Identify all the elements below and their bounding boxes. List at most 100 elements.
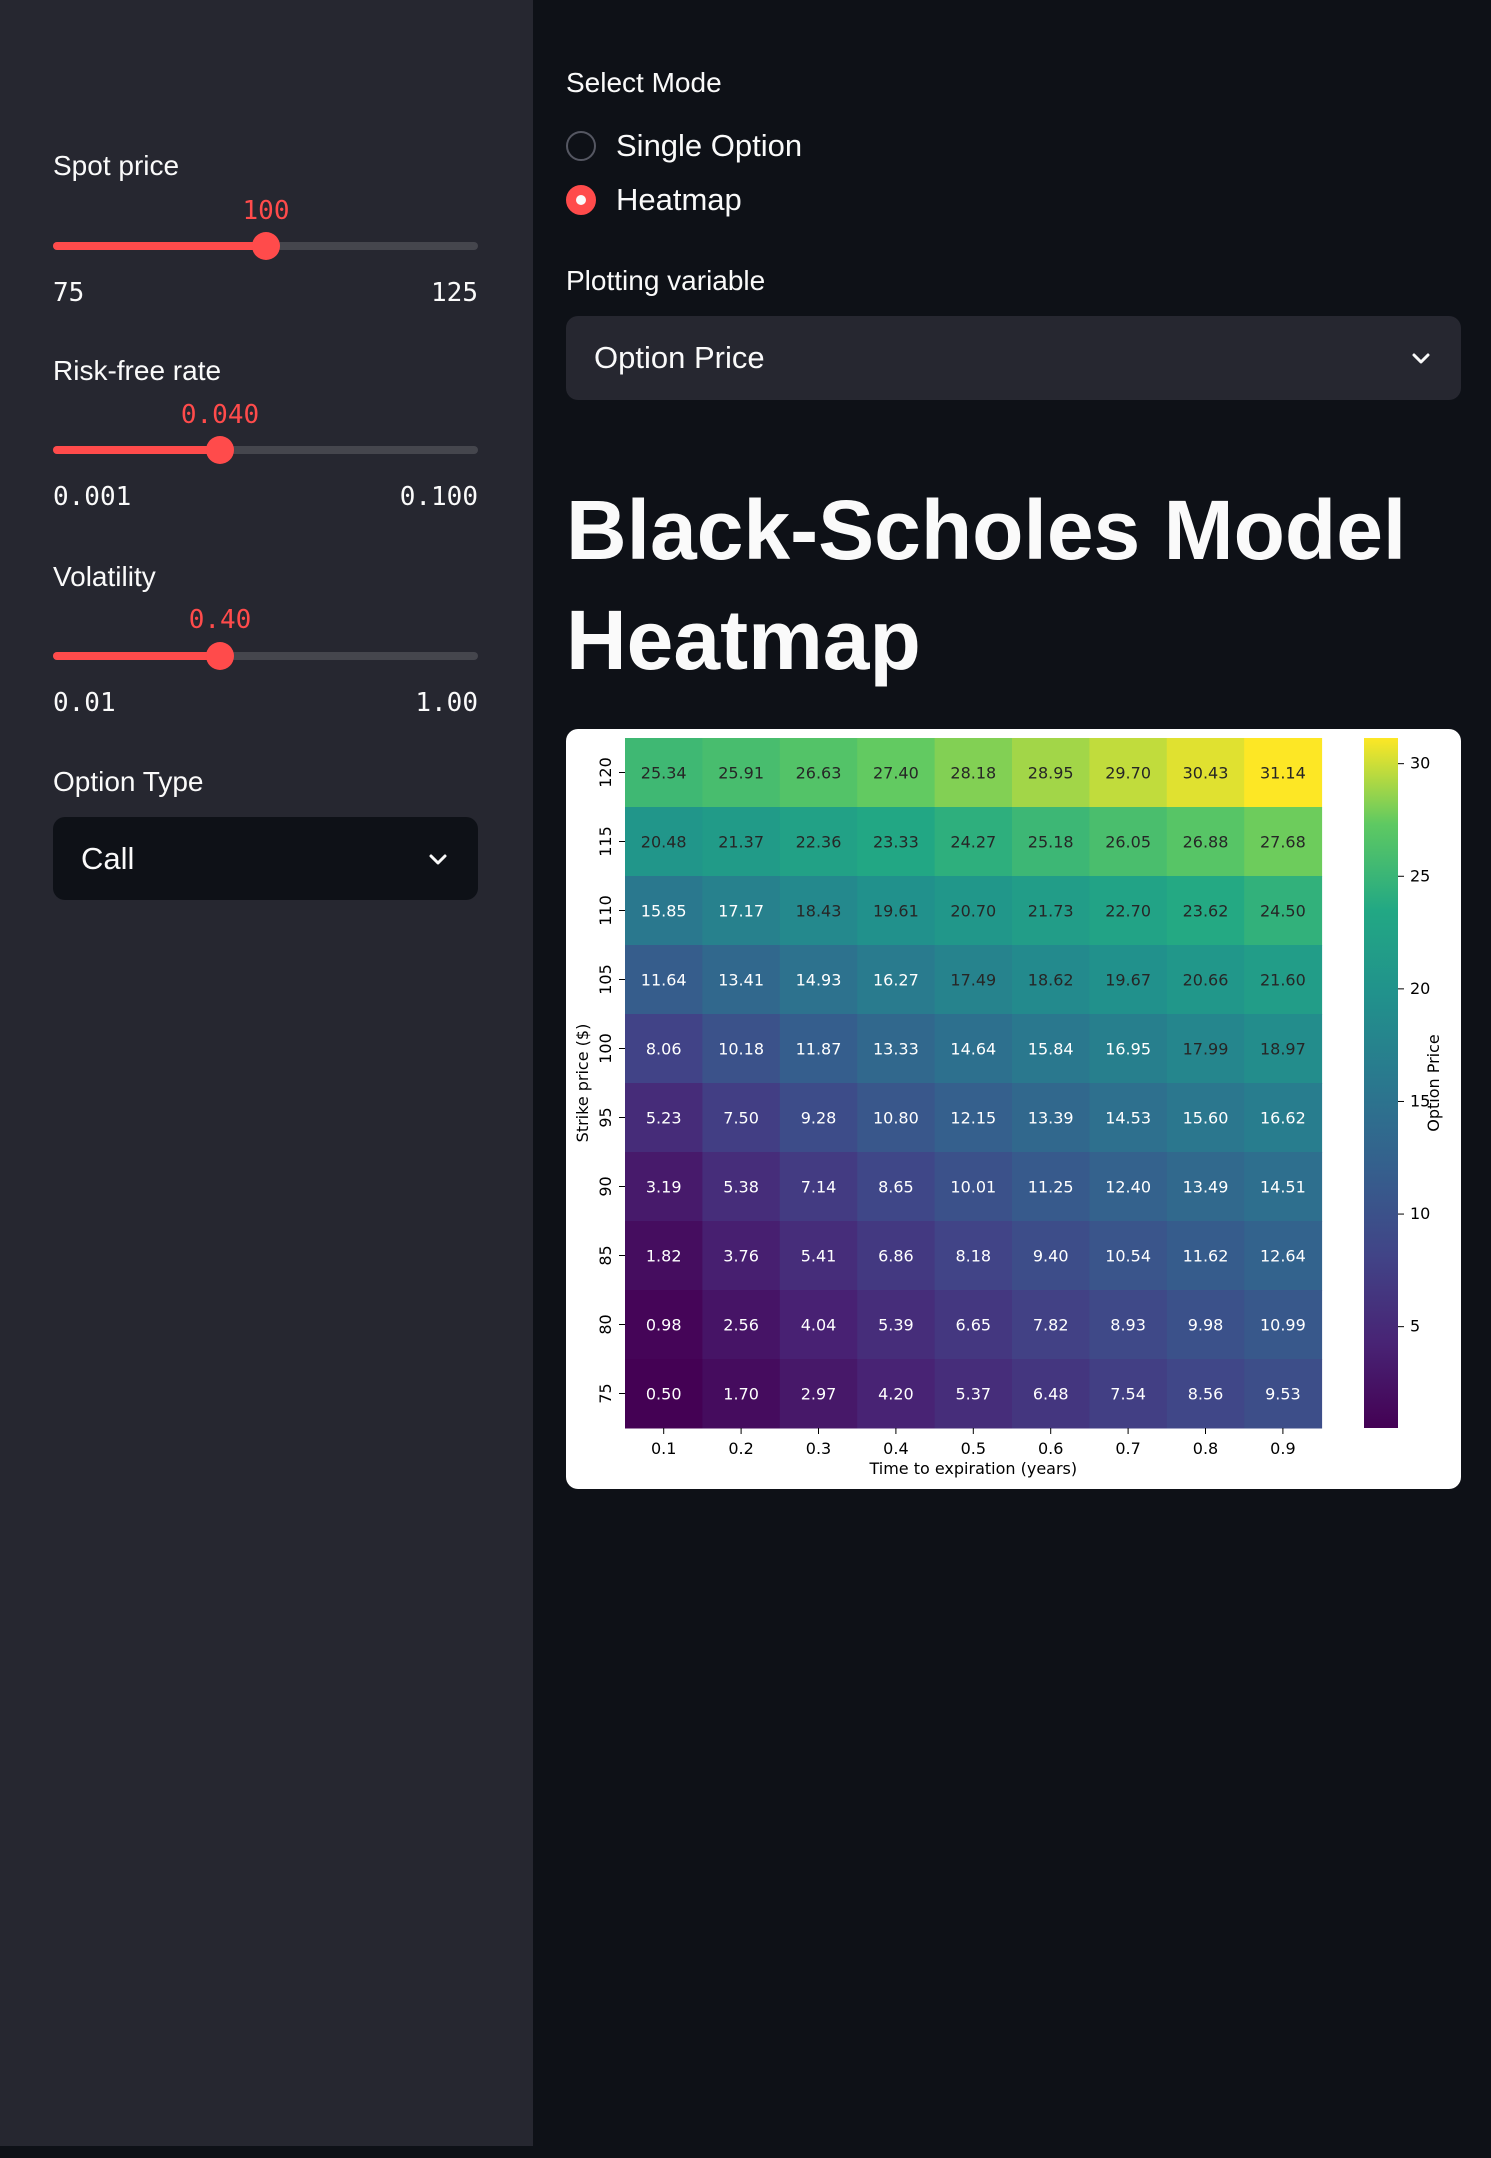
colorbar-tick-label: 30 <box>1410 754 1430 773</box>
volatility-track[interactable] <box>53 652 478 660</box>
heatmap-cell-label: 10.80 <box>873 1109 919 1128</box>
heatmap-cell <box>702 876 781 946</box>
y-tick-label: 110 <box>596 895 615 926</box>
radio-label: Heatmap <box>616 182 742 217</box>
heatmap-cell <box>1244 876 1323 946</box>
heatmap-cell-label: 20.48 <box>641 833 687 852</box>
heatmap-cell-label: 17.49 <box>950 971 996 990</box>
y-tick-label: 120 <box>596 757 615 788</box>
heatmap-cell-label: 7.14 <box>801 1178 837 1197</box>
heatmap-cell-label: 23.62 <box>1183 902 1229 921</box>
heatmap-cell <box>934 1359 1013 1429</box>
heatmap-cell-label: 19.61 <box>873 902 919 921</box>
heatmap-cell <box>779 876 858 946</box>
radio-circle-icon <box>566 131 596 161</box>
heatmap-cell-label: 26.05 <box>1105 833 1151 852</box>
chevron-down-icon <box>429 854 447 864</box>
heatmap-cell <box>1166 1290 1245 1360</box>
heatmap-cell-label: 14.64 <box>950 1040 996 1059</box>
heatmap-cell <box>702 1290 781 1360</box>
x-tick-label: 0.8 <box>1193 1439 1218 1458</box>
colorbar-label: Option Price <box>1424 1034 1443 1132</box>
heatmap-cell-label: 14.53 <box>1105 1109 1151 1128</box>
heatmap-cell <box>625 738 703 808</box>
heatmap-cell-label: 8.56 <box>1188 1385 1224 1404</box>
heatmap-cell-label: 7.82 <box>1033 1316 1069 1335</box>
heatmap-cell <box>857 1290 936 1360</box>
heatmap-cell <box>857 1083 936 1153</box>
heatmap-cell <box>1012 1014 1090 1084</box>
heatmap-cell <box>702 738 781 808</box>
heatmap-cell <box>779 1014 858 1084</box>
heatmap-cell <box>779 1083 858 1153</box>
heatmap-cell <box>1166 1152 1245 1222</box>
plotting-variable-select[interactable]: Option Price <box>566 316 1461 400</box>
heatmap-cell-label: 1.82 <box>646 1247 682 1266</box>
colorbar <box>1364 738 1398 1428</box>
heatmap-cell-label: 11.64 <box>641 971 687 990</box>
heatmap-chart: 25.34 25.91 26.63 27.40 28.18 28.95 29.70 30.43… <box>566 729 1461 1489</box>
heatmap-svg: 25.34 25.91 26.63 27.40 28.18 28.95 29.70 30.43… <box>573 738 1443 1478</box>
heatmap-cell <box>1089 1083 1168 1153</box>
volatility-min: 0.01 <box>53 688 116 718</box>
sidebar: Spot price 100 75 125 Risk-free rate 0.0… <box>0 0 533 2146</box>
heatmap-cell <box>1089 1014 1168 1084</box>
heatmap-cell-label: 26.88 <box>1183 833 1229 852</box>
option-type-select[interactable]: Call <box>53 817 478 900</box>
heatmap-cell-label: 0.50 <box>646 1385 682 1404</box>
radio-single-option[interactable]: Single Option <box>566 128 802 164</box>
heatmap-cell <box>857 1014 936 1084</box>
heatmap-cell-label: 2.56 <box>723 1316 759 1335</box>
colorbar-tick-label: 10 <box>1410 1204 1430 1223</box>
heatmap-cell-label: 27.68 <box>1260 833 1306 852</box>
heatmap-cell <box>934 807 1013 877</box>
heatmap-cell-label: 13.33 <box>873 1040 919 1059</box>
heatmap-cell <box>1012 738 1090 808</box>
heatmap-cell <box>779 1359 858 1429</box>
heatmap-cell <box>1244 1290 1323 1360</box>
spot-price-fill <box>53 242 266 250</box>
heatmap-cell-label: 14.51 <box>1260 1178 1306 1197</box>
heatmap-cell <box>779 738 858 808</box>
heatmap-cell <box>1089 1221 1168 1291</box>
y-tick-label: 85 <box>596 1245 615 1265</box>
colorbar-tick-label: 15 <box>1410 1091 1430 1110</box>
heatmap-cell <box>1012 1221 1090 1291</box>
heatmap-cell <box>1244 1359 1323 1429</box>
colorbar-tick-label: 25 <box>1410 866 1430 885</box>
heatmap-cell-label: 25.34 <box>641 764 687 783</box>
heatmap-cell <box>1089 876 1168 946</box>
heatmap-cell-label: 24.27 <box>950 833 996 852</box>
heatmap-cell-label: 11.87 <box>796 1040 842 1059</box>
heatmap-cell <box>1166 807 1245 877</box>
heatmap-cell-label: 21.37 <box>718 833 764 852</box>
heatmap-cell-label: 13.49 <box>1183 1178 1229 1197</box>
risk-free-rate-track[interactable] <box>53 446 478 454</box>
heatmap-cell <box>779 807 858 877</box>
heatmap-cell <box>1244 738 1323 808</box>
heatmap-cell-label: 4.20 <box>878 1385 914 1404</box>
heatmap-cell-label: 16.27 <box>873 971 919 990</box>
heatmap-cell <box>934 945 1013 1015</box>
radio-heatmap[interactable]: Heatmap <box>566 182 742 218</box>
heatmap-cell <box>625 1083 703 1153</box>
heatmap-cell-label: 23.33 <box>873 833 919 852</box>
chevron-down-icon <box>1412 353 1430 364</box>
heatmap-cell <box>1244 1014 1323 1084</box>
heatmap-cell <box>857 945 936 1015</box>
heatmap-cell-label: 20.66 <box>1183 971 1229 990</box>
risk-free-rate-thumb[interactable] <box>206 436 234 464</box>
heatmap-cell-label: 5.41 <box>801 1247 837 1266</box>
heatmap-cell <box>1089 738 1168 808</box>
heatmap-cell-label: 24.50 <box>1260 902 1306 921</box>
heatmap-cell <box>1244 945 1323 1015</box>
x-tick-label: 0.6 <box>1038 1439 1063 1458</box>
heatmap-cell <box>702 807 781 877</box>
volatility-thumb[interactable] <box>206 642 234 670</box>
heatmap-cell-label: 7.50 <box>723 1109 759 1128</box>
y-tick-label: 105 <box>596 964 615 995</box>
x-tick-label: 0.2 <box>728 1439 753 1458</box>
heatmap-cell <box>1166 945 1245 1015</box>
heatmap-cell <box>625 807 703 877</box>
spot-price-thumb[interactable] <box>252 232 280 260</box>
